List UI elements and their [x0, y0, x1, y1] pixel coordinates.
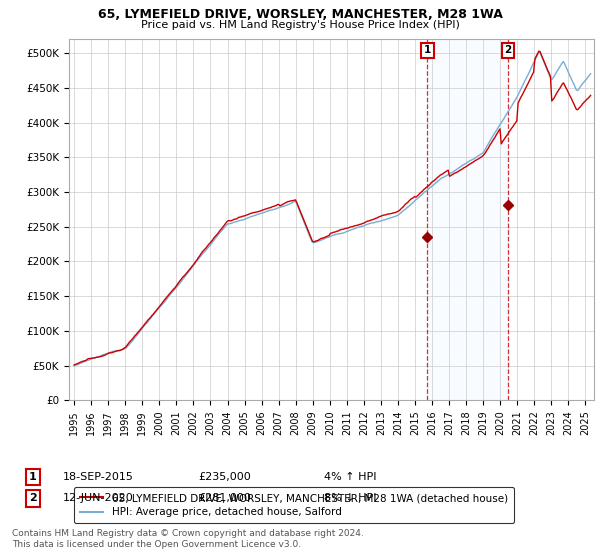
- Bar: [427, 39, 508, 400]
- Text: 65, LYMEFIELD DRIVE, WORSLEY, MANCHESTER, M28 1WA: 65, LYMEFIELD DRIVE, WORSLEY, MANCHESTER…: [98, 8, 502, 21]
- Text: 2: 2: [29, 493, 37, 503]
- Text: Price paid vs. HM Land Registry's House Price Index (HPI): Price paid vs. HM Land Registry's House …: [140, 20, 460, 30]
- Text: £235,000: £235,000: [198, 472, 251, 482]
- Text: 8% ↓ HPI: 8% ↓ HPI: [324, 493, 377, 503]
- Text: 1: 1: [424, 45, 431, 55]
- Text: 2: 2: [504, 45, 512, 55]
- Text: 12-JUN-2020: 12-JUN-2020: [63, 493, 134, 503]
- Text: This data is licensed under the Open Government Licence v3.0.: This data is licensed under the Open Gov…: [12, 540, 301, 549]
- Text: 1: 1: [29, 472, 37, 482]
- Legend: 65, LYMEFIELD DRIVE, WORSLEY, MANCHESTER, M28 1WA (detached house), HPI: Average: 65, LYMEFIELD DRIVE, WORSLEY, MANCHESTER…: [74, 487, 514, 524]
- Text: £281,000: £281,000: [198, 493, 251, 503]
- Text: 18-SEP-2015: 18-SEP-2015: [63, 472, 134, 482]
- Text: Contains HM Land Registry data © Crown copyright and database right 2024.: Contains HM Land Registry data © Crown c…: [12, 529, 364, 538]
- Text: 4% ↑ HPI: 4% ↑ HPI: [324, 472, 377, 482]
